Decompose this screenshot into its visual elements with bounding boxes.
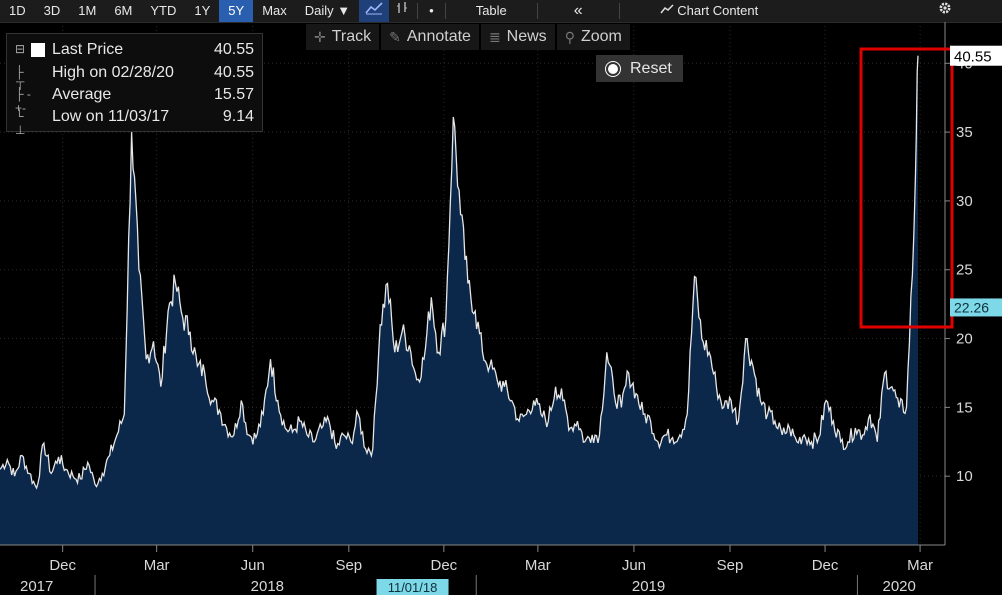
range-1y-button[interactable]: 1Y bbox=[194, 3, 211, 18]
crosshair-icon: ✛ bbox=[314, 29, 326, 45]
legend-row-high: ├ ⊤ High on 02/28/20 40.55 bbox=[7, 63, 262, 93]
range-6m-button[interactable]: 6M bbox=[114, 3, 133, 18]
legend-value: 15.57 bbox=[213, 86, 254, 103]
crosshair-date-tag bbox=[376, 579, 449, 595]
series-line bbox=[0, 55, 919, 490]
legend-value: 40.55 bbox=[213, 41, 254, 58]
x-axis: Dec Mar Jun Sep Dec Mar Jun Sep Dec Mar 2017 2018 20… bbox=[0, 544, 1002, 595]
track-button[interactable]: ✛ Track bbox=[306, 24, 380, 50]
pencil-icon: ✎ bbox=[389, 29, 401, 45]
news-icon: ≣ bbox=[488, 29, 501, 45]
table-button[interactable]: Table bbox=[475, 3, 507, 18]
y-tick-label: 30 bbox=[956, 193, 973, 210]
x-tick-label: Mar bbox=[907, 557, 933, 574]
news-label: News bbox=[506, 28, 547, 45]
y-tick-label: 15 bbox=[956, 399, 973, 416]
high-marker-icon: ├ ⊤ bbox=[15, 65, 26, 93]
series-area bbox=[0, 55, 918, 545]
news-button[interactable]: ≣ News bbox=[480, 24, 555, 50]
x-tick-label: Dec bbox=[812, 557, 839, 574]
chart-type-dropdown-icon[interactable]: • bbox=[429, 3, 434, 18]
year-label: 2017 bbox=[20, 578, 53, 595]
last-price-swatch bbox=[31, 43, 45, 57]
chart-content-button[interactable]: Chart Content bbox=[622, 0, 768, 22]
range-5y-button[interactable]: 5Y bbox=[219, 0, 254, 22]
range-1m-button[interactable]: 1M bbox=[78, 3, 97, 18]
x-tick-label: Jun bbox=[622, 557, 646, 574]
price-tags: 40.55 22.26 bbox=[950, 45, 1002, 317]
x-tick-label: Jun bbox=[241, 557, 265, 574]
toolbar-divider bbox=[536, 3, 538, 19]
range-1d-button[interactable]: 1D bbox=[9, 3, 26, 18]
x-tick-label: Mar bbox=[525, 557, 551, 574]
legend-label: Average bbox=[52, 86, 112, 103]
collapse-icon[interactable]: « bbox=[573, 2, 583, 19]
reset-label: Reset bbox=[630, 60, 672, 77]
chart-tools: ✛ Track ✎ Annotate ≣ News ⚲ Zoom bbox=[306, 24, 630, 50]
annotate-label: Annotate bbox=[406, 28, 471, 45]
legend-label: Last Price bbox=[52, 41, 124, 58]
year-label: 2020 bbox=[883, 578, 916, 595]
last-price-label: 40.55 bbox=[954, 49, 992, 66]
crosshair-date-label: 11/01/18 bbox=[388, 580, 438, 595]
y-tick-label: 25 bbox=[956, 262, 973, 279]
x-tick-label: Dec bbox=[431, 557, 458, 574]
range-ytd-button[interactable]: YTD bbox=[150, 3, 177, 18]
x-axis-band bbox=[0, 545, 1002, 595]
legend-value: 9.14 bbox=[222, 108, 254, 125]
legend-row-low: └ ⊥ Low on 11/03/17 9.14 bbox=[7, 107, 262, 137]
secondary-price-label: 22.26 bbox=[954, 299, 989, 315]
bar-chart-icon[interactable] bbox=[389, 0, 415, 22]
y-tick-label: 10 bbox=[956, 468, 973, 485]
low-marker-icon: └ ⊥ bbox=[15, 109, 26, 137]
y-tick-label: 35 bbox=[956, 124, 973, 141]
zoom-button[interactable]: ⚲ Zoom bbox=[556, 24, 630, 50]
chart-content-icon bbox=[660, 4, 674, 14]
reset-icon bbox=[606, 61, 620, 76]
legend-row-last-price: ⊟ Last Price 40.55 bbox=[7, 40, 262, 62]
collapse-box-icon: ⊟ bbox=[15, 42, 26, 56]
magnifier-icon: ⚲ bbox=[564, 29, 575, 45]
year-label: 2018 bbox=[251, 578, 284, 595]
legend-panel[interactable]: ⊟ Last Price 40.55 ├ ⊤ High on 02/28/20 … bbox=[6, 33, 263, 137]
x-tick-label: Mar bbox=[144, 557, 170, 574]
legend-row-average: ├ -+- Average 15.57 bbox=[7, 85, 262, 115]
legend-value: 40.55 bbox=[213, 64, 254, 81]
gear-icon[interactable] bbox=[930, 0, 1002, 22]
chart-content-label: Chart Content bbox=[677, 3, 759, 18]
zoom-label: Zoom bbox=[580, 28, 622, 45]
average-marker-icon: ├ -+- bbox=[15, 87, 31, 115]
annotate-button[interactable]: ✎ Annotate bbox=[381, 24, 479, 50]
x-tick-label: Sep bbox=[335, 557, 362, 574]
track-label: Track bbox=[331, 28, 372, 45]
frequency-dropdown[interactable]: Daily ▼ bbox=[304, 3, 351, 18]
legend-label: High on 02/28/20 bbox=[52, 64, 174, 81]
line-chart-icon[interactable] bbox=[359, 0, 390, 22]
secondary-price-tag bbox=[950, 298, 1002, 317]
reset-button[interactable]: Reset bbox=[596, 55, 683, 82]
toolbar-divider bbox=[618, 3, 620, 19]
legend-label: Low on 11/03/17 bbox=[52, 108, 170, 125]
range-max-button[interactable]: Max bbox=[262, 3, 287, 18]
range-3d-button[interactable]: 3D bbox=[43, 3, 61, 18]
y-axis: 10152025303540 bbox=[944, 22, 973, 545]
highlight-box bbox=[859, 47, 954, 329]
year-label: 2019 bbox=[632, 578, 665, 595]
x-tick-label: Dec bbox=[49, 557, 76, 574]
toolbar: 1D 3D 1M 6M YTD 1Y 5Y Max Daily ▼ • Tabl… bbox=[0, 0, 1002, 23]
toolbar-divider bbox=[444, 3, 446, 19]
y-tick-label: 20 bbox=[956, 331, 973, 348]
toolbar-divider bbox=[417, 3, 419, 19]
last-price-tag bbox=[950, 45, 1002, 66]
x-tick-label: Sep bbox=[717, 557, 744, 574]
